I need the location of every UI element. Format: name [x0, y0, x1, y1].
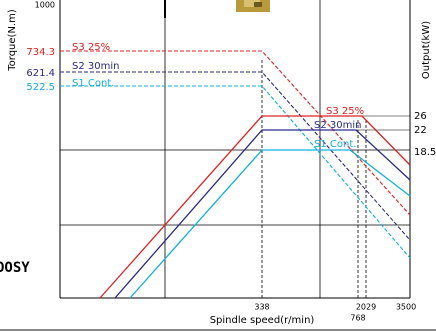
plot-frame: [59, 0, 411, 299]
y-top-label: 1000: [35, 1, 55, 10]
x-axis-label: Spindle speed(r/min): [210, 315, 315, 326]
output-curves: [99, 115, 411, 299]
torque-curves: [60, 50, 411, 259]
torque-curve-name: S2 30min: [72, 61, 119, 72]
y2-axis-label: Output(kW): [421, 21, 432, 79]
output-label: 26: [414, 111, 427, 122]
x-tick-label: 3500: [396, 303, 416, 312]
torque-label: 522.5: [26, 82, 55, 93]
y-axis-label: Torque(N.m): [7, 9, 18, 72]
torque-curve-name: S1 Cont.: [72, 78, 114, 89]
product-image: [236, 0, 270, 12]
output-curve-name: S3 25%: [326, 106, 364, 117]
output-curve-name: S2 30min: [314, 120, 361, 131]
torque-label: 734.3: [26, 47, 55, 58]
torque-label: 621.4: [26, 68, 55, 79]
x-tick-label: 768: [350, 314, 365, 323]
output-label: 18.5: [414, 147, 436, 158]
torque-curve-name: S3 25%: [72, 42, 110, 53]
output-curve-name: S1 Cont.: [314, 139, 356, 150]
side-text: OOSY: [0, 260, 30, 276]
output-label: 22: [414, 125, 427, 136]
x-tick-label: 338: [254, 303, 269, 312]
x-tick-label: 2029: [356, 303, 376, 312]
